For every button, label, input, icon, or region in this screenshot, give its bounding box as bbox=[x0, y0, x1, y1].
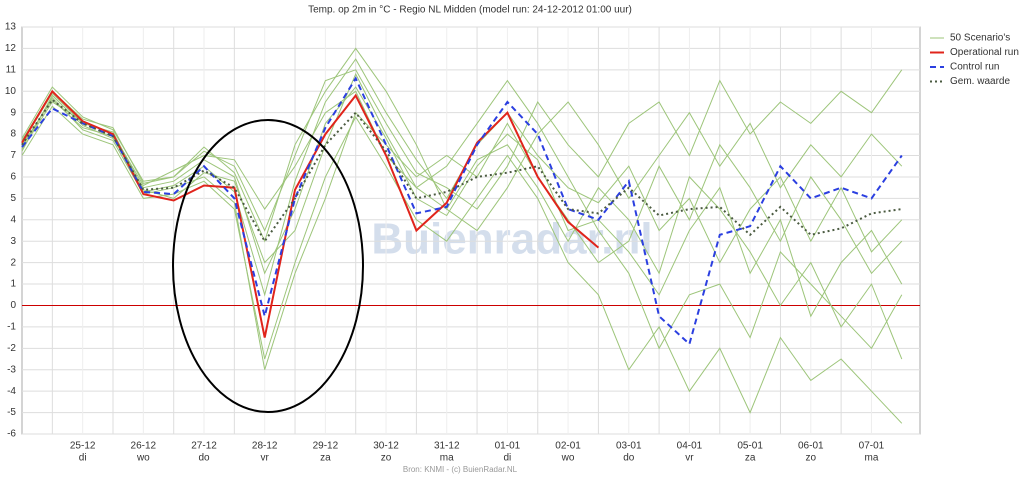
x-tick-label: 30-12 bbox=[373, 441, 399, 452]
x-tick-label: 27-12 bbox=[191, 441, 217, 452]
y-tick-label: 6 bbox=[10, 172, 16, 183]
x-tick-label: 04-01 bbox=[677, 441, 703, 452]
y-tick-label: 12 bbox=[5, 43, 17, 54]
y-tick-label: 4 bbox=[10, 214, 16, 225]
y-tick-label: 9 bbox=[10, 107, 16, 118]
series-line bbox=[21, 79, 903, 350]
series-line bbox=[21, 72, 903, 264]
y-tick-label: -4 bbox=[7, 386, 16, 397]
x-tick-weekday: vr bbox=[261, 453, 270, 464]
y-tick-label: -5 bbox=[7, 407, 16, 418]
legend-label: Gem. waarde bbox=[950, 76, 1010, 87]
y-tick-label: 13 bbox=[5, 22, 17, 33]
x-tick-weekday: ma bbox=[440, 453, 454, 464]
x-tick-weekday: ma bbox=[865, 453, 879, 464]
x-tick-label: 05-01 bbox=[737, 441, 763, 452]
y-tick-label: 0 bbox=[10, 300, 16, 311]
grid: -6-5-4-3-2-101234567891011121325-12di26-… bbox=[5, 22, 920, 464]
y-tick-label: -2 bbox=[7, 343, 16, 354]
y-tick-label: -6 bbox=[7, 429, 16, 440]
y-tick-label: 11 bbox=[6, 64, 17, 75]
x-tick-weekday: za bbox=[745, 453, 756, 464]
series-line bbox=[21, 96, 903, 370]
series-line bbox=[21, 98, 902, 244]
legend-label: Operational run bbox=[950, 47, 1019, 58]
y-tick-label: 7 bbox=[10, 150, 16, 161]
chart-title: Temp. op 2m in °C - Regio NL Midden (mod… bbox=[308, 5, 632, 16]
source: Bron: KNMI - (c) BuienRadar.NL bbox=[403, 465, 518, 474]
x-tick-weekday: wo bbox=[561, 453, 575, 464]
x-tick-weekday: di bbox=[504, 453, 512, 464]
x-tick-label: 31-12 bbox=[434, 441, 460, 452]
x-tick-weekday: wo bbox=[136, 453, 150, 464]
y-tick-label: 8 bbox=[10, 129, 16, 140]
x-tick-label: 26-12 bbox=[131, 441, 157, 452]
x-tick-weekday: vr bbox=[685, 453, 694, 464]
x-tick-label: 06-01 bbox=[798, 441, 824, 452]
annotation-ellipse bbox=[172, 119, 364, 413]
y-tick-label: 3 bbox=[10, 236, 16, 247]
x-tick-weekday: zo bbox=[381, 453, 392, 464]
y-tick-label: 1 bbox=[10, 279, 16, 290]
x-tick-weekday: zo bbox=[806, 453, 817, 464]
y-tick-label: -3 bbox=[7, 364, 16, 375]
series-line bbox=[21, 86, 903, 318]
x-tick-label: 29-12 bbox=[313, 441, 339, 452]
legend: 50 Scenario's Operational run Control run G… bbox=[930, 33, 1019, 87]
x-tick-label: 28-12 bbox=[252, 441, 278, 452]
plot-area bbox=[21, 26, 921, 435]
x-tick-label: 02-01 bbox=[555, 441, 581, 452]
legend-label: Control run bbox=[950, 62, 999, 73]
series-line bbox=[21, 76, 903, 346]
x-tick-weekday: di bbox=[79, 453, 87, 464]
x-tick-weekday: do bbox=[623, 453, 635, 464]
watermark: Buienradar.nl bbox=[371, 215, 652, 264]
y-tick-label: 2 bbox=[10, 257, 16, 268]
x-tick-label: 03-01 bbox=[616, 441, 642, 452]
y-tick-label: 5 bbox=[10, 193, 16, 204]
lines bbox=[21, 47, 903, 424]
x-tick-label: 01-01 bbox=[495, 441, 521, 452]
x-tick-label: 07-01 bbox=[859, 441, 885, 452]
y-tick-label: 10 bbox=[5, 86, 17, 97]
legend-label: 50 Scenario's bbox=[950, 33, 1010, 44]
y-tick-label: -1 bbox=[7, 322, 16, 333]
x-tick-label: 25-12 bbox=[70, 441, 96, 452]
x-tick-weekday: za bbox=[320, 453, 331, 464]
x-tick-weekday: do bbox=[198, 453, 210, 464]
